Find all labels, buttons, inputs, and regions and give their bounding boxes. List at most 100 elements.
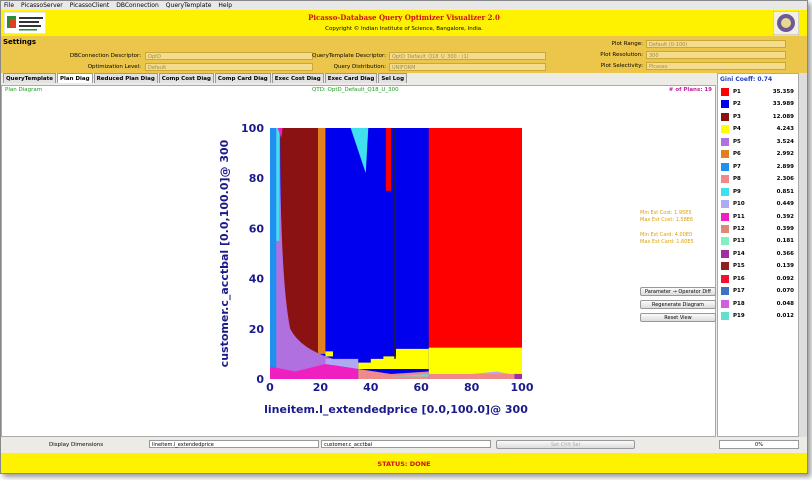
x-dimension-select[interactable]: lineitem.l_extendedprice: [149, 440, 319, 448]
plan-swatch[interactable]: [721, 187, 729, 196]
plan-name: P12: [733, 225, 745, 232]
plan-share: 33.989: [772, 101, 794, 108]
plan-name: P9: [733, 188, 741, 195]
plan-share: 0.139: [776, 263, 794, 270]
plan-name: P16: [733, 275, 745, 282]
y-dimension-select[interactable]: customer.c_acctbal: [321, 440, 491, 448]
menu-item[interactable]: DBConnection: [116, 2, 159, 9]
plan-name: P19: [733, 313, 745, 320]
diagram-panel: 0 20 40 60 80 100 0 20 40 60 80 100 lineitem.l_exten…: [1, 85, 716, 437]
plan-count: # of Plans: 19: [668, 87, 712, 93]
tab[interactable]: Exec Card Diag: [324, 73, 378, 83]
plan-swatch[interactable]: [721, 262, 729, 271]
plan-swatch[interactable]: [721, 150, 729, 159]
y-tick-label: 60: [249, 222, 265, 235]
settings-panel: Settings DBConnection Descriptor: OptD Que…: [1, 36, 807, 73]
plan-swatch[interactable]: [721, 299, 729, 308]
setting-input[interactable]: Default: [145, 63, 313, 71]
plan-name: P18: [733, 300, 745, 307]
setting-label: Query Distribution:: [333, 64, 386, 70]
plan-share: 0.048: [776, 300, 794, 307]
plan-name: P5: [733, 138, 741, 145]
plan-regions: [270, 128, 522, 379]
x-tick-label: 20: [313, 381, 329, 394]
plan-swatch[interactable]: [721, 112, 729, 121]
menu-item[interactable]: Help: [218, 2, 233, 9]
plan-name: P4: [733, 126, 741, 133]
plan-name: P15: [733, 263, 745, 270]
plan-share: 12.089: [772, 113, 794, 120]
plan-name: P8: [733, 176, 741, 183]
setting-label: Optimization Level:: [87, 64, 141, 70]
plan-swatch[interactable]: [721, 125, 729, 134]
plan-swatch[interactable]: [721, 249, 729, 258]
plan-name: P13: [733, 238, 745, 245]
tab[interactable]: Comp Card Diag: [214, 73, 271, 83]
plan-name: P3: [733, 113, 741, 120]
plan-swatch[interactable]: [721, 274, 729, 283]
setting-input[interactable]: OptD_Default_Q18_U_300 : (1): [389, 52, 546, 60]
tab[interactable]: Exec Cost Diag: [271, 73, 324, 83]
plan-share: 0.851: [776, 188, 794, 195]
setting-input[interactable]: Default (0-100): [646, 40, 786, 48]
plan-swatch[interactable]: [721, 137, 729, 146]
x-tick-label: 40: [363, 381, 379, 394]
plan-share: 0.181: [776, 238, 794, 245]
plan-share: 0.392: [776, 213, 794, 220]
setting-input[interactable]: Picasso: [646, 62, 786, 70]
plan-share: 0.070: [776, 288, 794, 295]
plan-name: P14: [733, 250, 745, 257]
plan-swatch[interactable]: [721, 162, 729, 171]
plan-name: P7: [733, 163, 741, 170]
tab-bar: QueryTemplate Plan Diag Reduced Plan Diag C…: [3, 73, 408, 85]
set-button[interactable]: Set Chlt Sel: [496, 440, 635, 449]
plan-swatch[interactable]: [721, 287, 729, 296]
iisc-logo: [773, 11, 799, 35]
plan-swatch[interactable]: [721, 100, 729, 109]
plan-swatch[interactable]: [721, 224, 729, 233]
plan-share: 0.366: [776, 250, 794, 257]
app-title: Picasso-Database Query Optimizer Visuali…: [308, 13, 500, 22]
plan-share: 2.306: [776, 176, 794, 183]
plan-swatch[interactable]: [721, 200, 729, 209]
plan-swatch[interactable]: [721, 175, 729, 184]
y-tick-label: 0: [256, 373, 264, 386]
legend-panel: Gini Coeff: 0.74 P1 35.359 P2 33.989 P3 12.08…: [717, 73, 799, 437]
setting-label: DBConnection Descriptor:: [69, 53, 141, 59]
menu-bar: File PicassoServer PicassoClient DBConnecti…: [1, 1, 807, 10]
plan-swatch[interactable]: [721, 237, 729, 246]
plan-swatch[interactable]: [721, 88, 729, 96]
menu-item[interactable]: PicassoClient: [69, 2, 110, 9]
setting-input[interactable]: UNIFORM: [389, 63, 546, 71]
menu-item[interactable]: PicassoServer: [21, 2, 63, 9]
copyright: Copyright © Indian Institute of Science,…: [325, 26, 483, 32]
action-button[interactable]: Parameter → Operator Diff: [640, 287, 716, 296]
status-bar: STATUS: DONE: [1, 453, 807, 473]
setting-label: QueryTemplate Descriptor:: [312, 53, 386, 59]
menu-item[interactable]: QueryTemplate: [165, 2, 212, 9]
tab[interactable]: Plan Diag: [57, 73, 93, 83]
setting-label: Plot Resolution:: [600, 52, 643, 58]
setting-input[interactable]: 300: [646, 51, 786, 59]
plan-swatch[interactable]: [721, 212, 729, 221]
plan-share: 2.992: [776, 151, 794, 158]
plan-swatch[interactable]: [721, 312, 729, 321]
x-axis-label: lineitem.l_extendedprice [0.0,100.0]@ 30…: [264, 403, 528, 416]
menu-item[interactable]: File: [4, 2, 15, 9]
tab[interactable]: Sel Log: [378, 73, 408, 83]
action-button[interactable]: Reset View: [640, 313, 716, 322]
cost-stat: Min Est Cost: 1.95E5: [640, 210, 692, 216]
x-tick-label: 60: [414, 381, 430, 394]
scrollbar[interactable]: [799, 73, 807, 437]
tab[interactable]: Comp Cost Diag: [158, 73, 214, 83]
plan-name: P10: [733, 201, 745, 208]
tab[interactable]: Reduced Plan Diag: [93, 73, 158, 83]
plan-name: P11: [733, 213, 745, 220]
setting-input[interactable]: OptD: [145, 52, 313, 60]
setting-label: Plot Selectivity:: [600, 63, 643, 69]
action-button[interactable]: Regenerate Diagram: [640, 300, 716, 309]
plan-name: P2: [733, 101, 741, 108]
tab[interactable]: QueryTemplate: [3, 73, 56, 83]
plan-share: 35.359: [772, 89, 794, 95]
